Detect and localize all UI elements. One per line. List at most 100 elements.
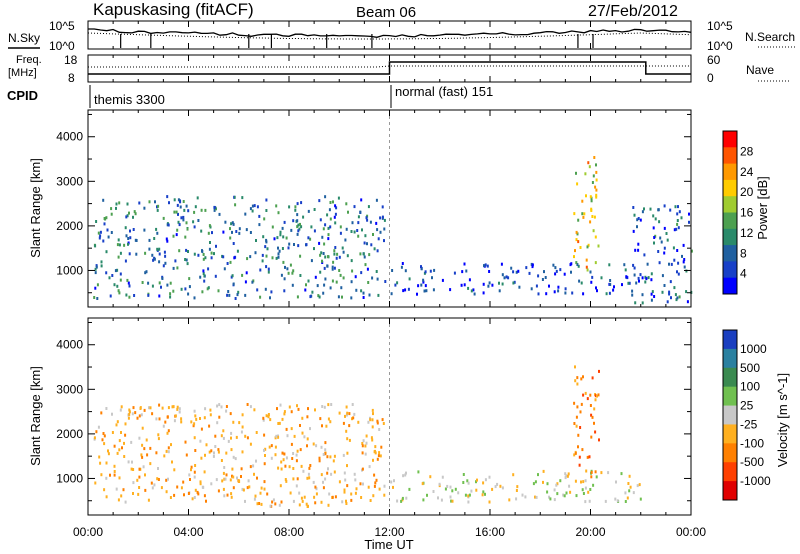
data-cell <box>589 404 592 407</box>
data-cell <box>636 225 638 229</box>
data-cell <box>499 484 502 488</box>
data-cell <box>501 273 504 277</box>
data-cell <box>231 221 234 225</box>
data-cell <box>324 441 327 445</box>
data-cell <box>327 226 330 230</box>
data-cell <box>285 236 288 240</box>
data-cell <box>677 272 680 276</box>
data-cell <box>668 292 671 296</box>
data-cell <box>420 267 423 271</box>
data-cell <box>217 489 220 493</box>
data-cell <box>525 266 528 270</box>
data-cell <box>143 408 146 412</box>
data-cell <box>210 251 213 255</box>
data-cell <box>118 201 121 205</box>
data-cell <box>628 474 631 478</box>
data-cell <box>246 436 249 440</box>
data-cell <box>467 500 470 504</box>
data-cell <box>366 242 368 246</box>
data-cell <box>305 243 308 247</box>
data-cell <box>193 496 196 499</box>
data-cell <box>252 464 255 468</box>
data-cell <box>573 401 576 405</box>
data-cell <box>283 452 286 456</box>
data-cell <box>688 220 690 224</box>
data-cell <box>322 252 325 255</box>
colorbar-swatch <box>723 481 737 501</box>
data-cell <box>276 236 279 240</box>
data-cell <box>542 480 544 484</box>
data-cell <box>362 482 364 486</box>
data-cell <box>124 259 127 263</box>
data-cell <box>189 478 191 481</box>
data-cell <box>95 220 98 223</box>
data-cell <box>193 436 196 440</box>
data-cell <box>373 484 376 488</box>
data-cell <box>327 467 329 471</box>
data-cell <box>484 492 486 496</box>
data-cell <box>597 244 600 248</box>
data-cell <box>258 502 261 505</box>
data-cell <box>171 460 173 464</box>
data-cell <box>253 204 256 208</box>
data-cell <box>338 269 341 272</box>
data-cell <box>194 414 197 418</box>
data-cell <box>327 503 330 507</box>
data-cell <box>295 459 298 463</box>
data-cell <box>575 494 578 498</box>
data-cell <box>357 221 360 225</box>
data-cell <box>155 227 158 231</box>
data-cell <box>292 452 295 455</box>
data-cell <box>169 292 172 296</box>
nsky-left-tick-top: 10^5 <box>49 19 75 33</box>
velocity-data-cells <box>93 365 642 508</box>
data-cell <box>225 451 228 455</box>
data-cell <box>360 289 363 293</box>
data-cell <box>109 473 111 477</box>
data-cell <box>331 265 334 269</box>
data-cell <box>119 278 122 282</box>
range-tick-label: 4000 <box>56 338 83 352</box>
data-cell <box>295 484 298 488</box>
data-cell <box>639 497 642 501</box>
data-cell <box>213 205 216 209</box>
data-cell <box>193 422 196 426</box>
data-cell <box>663 226 666 230</box>
data-cell <box>344 238 347 242</box>
data-cell <box>581 199 584 203</box>
data-cell <box>582 393 585 397</box>
data-cell <box>636 218 639 222</box>
data-cell <box>377 237 380 241</box>
data-cell <box>270 456 273 460</box>
data-cell <box>185 248 188 252</box>
data-cell <box>105 250 108 254</box>
data-cell <box>372 412 374 416</box>
data-cell <box>284 464 287 468</box>
data-cell <box>114 269 117 273</box>
range-tick-label: 3000 <box>56 174 83 188</box>
data-cell <box>678 210 681 214</box>
velocity-ylabel: Slant Range [km] <box>28 366 43 466</box>
data-cell <box>584 391 587 395</box>
data-cell <box>657 208 660 212</box>
data-cell <box>449 485 452 489</box>
data-cell <box>333 252 336 256</box>
data-cell <box>217 450 220 454</box>
data-cell <box>364 452 367 456</box>
data-cell <box>240 475 242 478</box>
data-cell <box>632 206 635 209</box>
data-cell <box>166 283 169 287</box>
data-cell <box>180 486 183 490</box>
data-cell <box>167 446 170 450</box>
data-cell <box>335 280 338 284</box>
date-label: 27/Feb/2012 <box>588 3 678 20</box>
data-cell <box>663 284 666 287</box>
data-cell <box>240 467 243 471</box>
data-cell <box>400 265 403 269</box>
data-cell <box>178 410 181 414</box>
data-cell <box>223 466 226 469</box>
range-tick-label: 3000 <box>56 382 83 396</box>
data-cell <box>548 284 550 288</box>
data-cell <box>196 490 199 494</box>
data-cell <box>121 446 123 450</box>
